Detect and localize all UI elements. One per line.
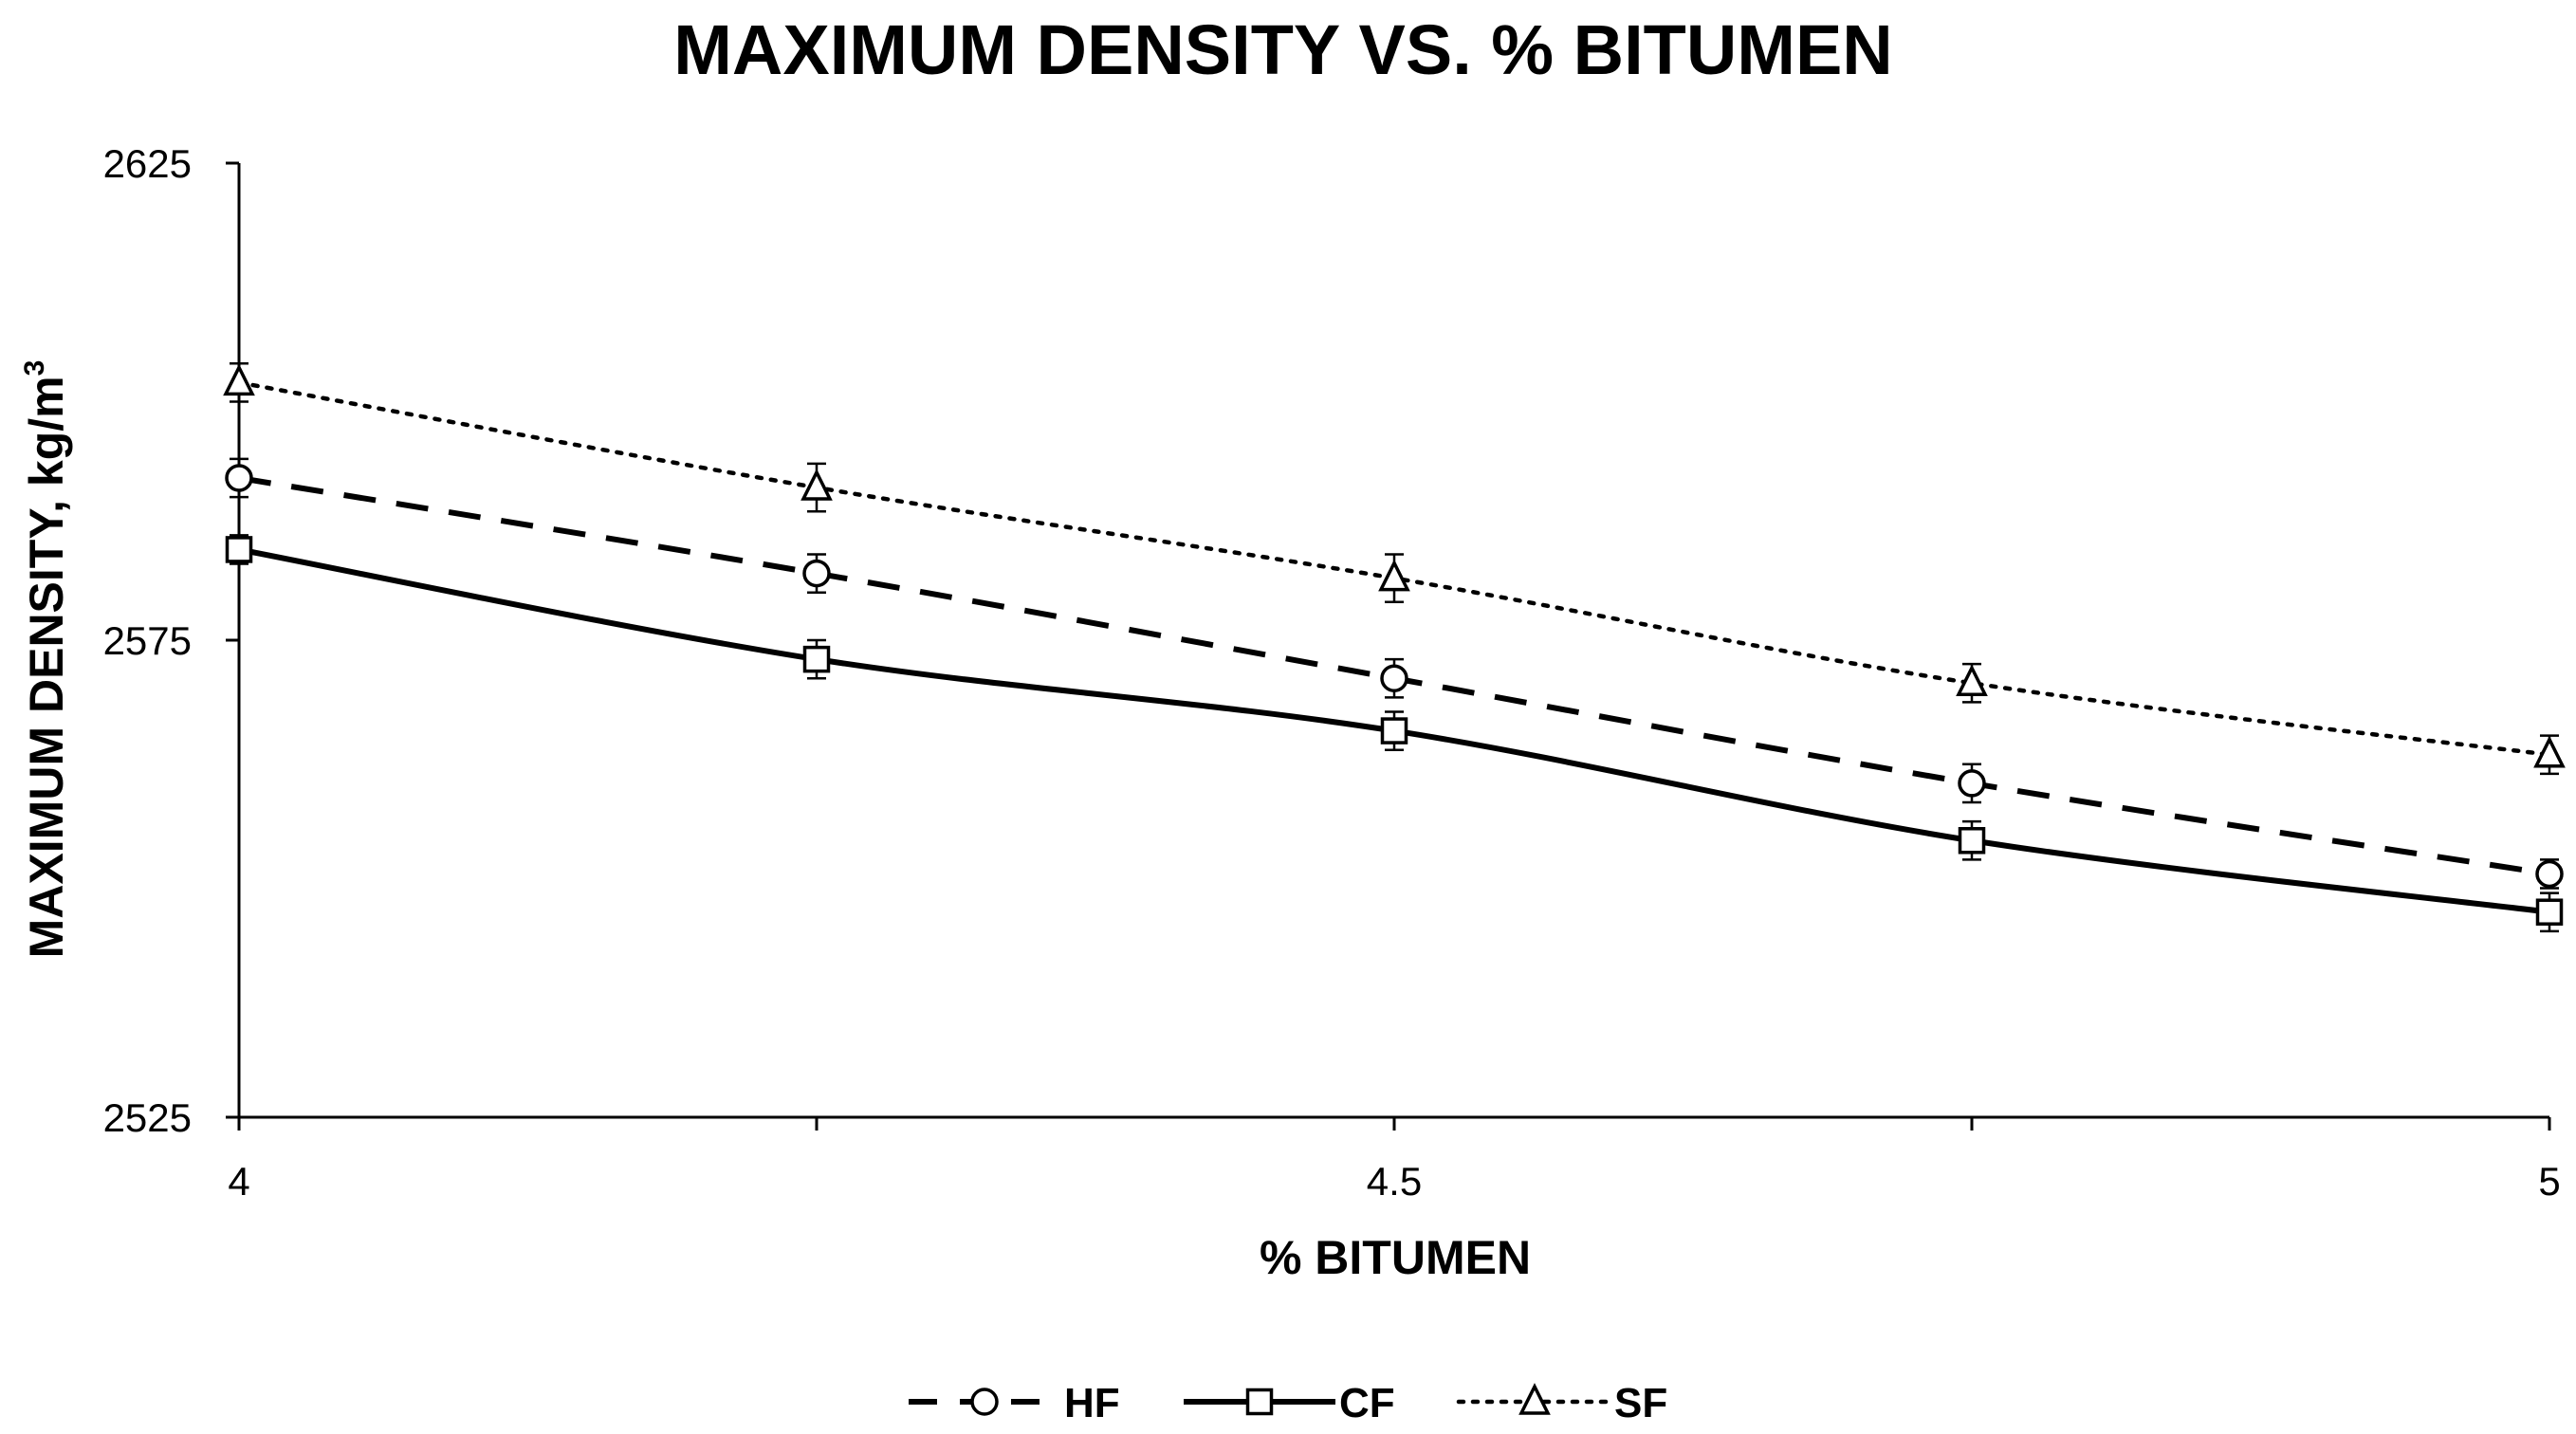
y-axis-title: MAXIMUM DENSITY, kg/m3 (19, 360, 73, 959)
x-tick-label: 5 (2538, 1159, 2560, 1204)
y-axis-title-superscript: 3 (19, 360, 50, 377)
legend-item-sf: SF (1456, 1380, 1667, 1426)
data-point-sf (223, 363, 255, 396)
data-point-hf (1958, 769, 1986, 798)
x-tick-label: 4.5 (1367, 1159, 1422, 1204)
series-cf (225, 534, 2564, 933)
legend-marker-cf (1245, 1388, 1274, 1416)
legend-marker-sf (1518, 1383, 1551, 1415)
legend-label-hf: HF (1064, 1380, 1120, 1426)
legend-item-hf: HF (909, 1380, 1120, 1426)
y-axis-title-text: MAXIMUM DENSITY, kg/m (20, 376, 73, 958)
legend-label-sf: SF (1614, 1380, 1667, 1426)
y-tick-label: 2525 (103, 1095, 192, 1140)
y-tick-label: 2625 (103, 141, 192, 186)
data-point-cf (225, 536, 253, 563)
legend-marker-hf (970, 1388, 999, 1416)
data-point-hf (802, 559, 831, 588)
data-point-hf (225, 464, 253, 492)
legend-label-cf: CF (1339, 1380, 1395, 1426)
data-point-sf (1378, 559, 1410, 592)
series-sf (223, 362, 2566, 776)
data-point-sf (1956, 664, 1988, 697)
data-point-cf (2535, 898, 2564, 926)
data-point-sf (2533, 735, 2566, 768)
data-point-cf (1380, 717, 1408, 745)
series-hf (225, 457, 2564, 890)
x-tick-label: 4 (228, 1159, 249, 1204)
data-point-sf (800, 469, 833, 501)
plot-area: 2525 2575 2625 4 4.5 5 (103, 141, 2566, 1204)
data-point-cf (802, 645, 831, 673)
legend: HF CF SF (909, 1380, 1667, 1426)
data-point-cf (1958, 827, 1986, 855)
data-point-hf (1380, 664, 1408, 692)
legend-item-cf: CF (1184, 1380, 1395, 1426)
x-axis-title: % BITUMEN (1260, 1231, 1531, 1284)
chart-title: MAXIMUM DENSITY VS. % BITUMEN (673, 10, 1893, 89)
data-point-hf (2535, 859, 2564, 889)
y-tick-label: 2575 (103, 618, 192, 663)
